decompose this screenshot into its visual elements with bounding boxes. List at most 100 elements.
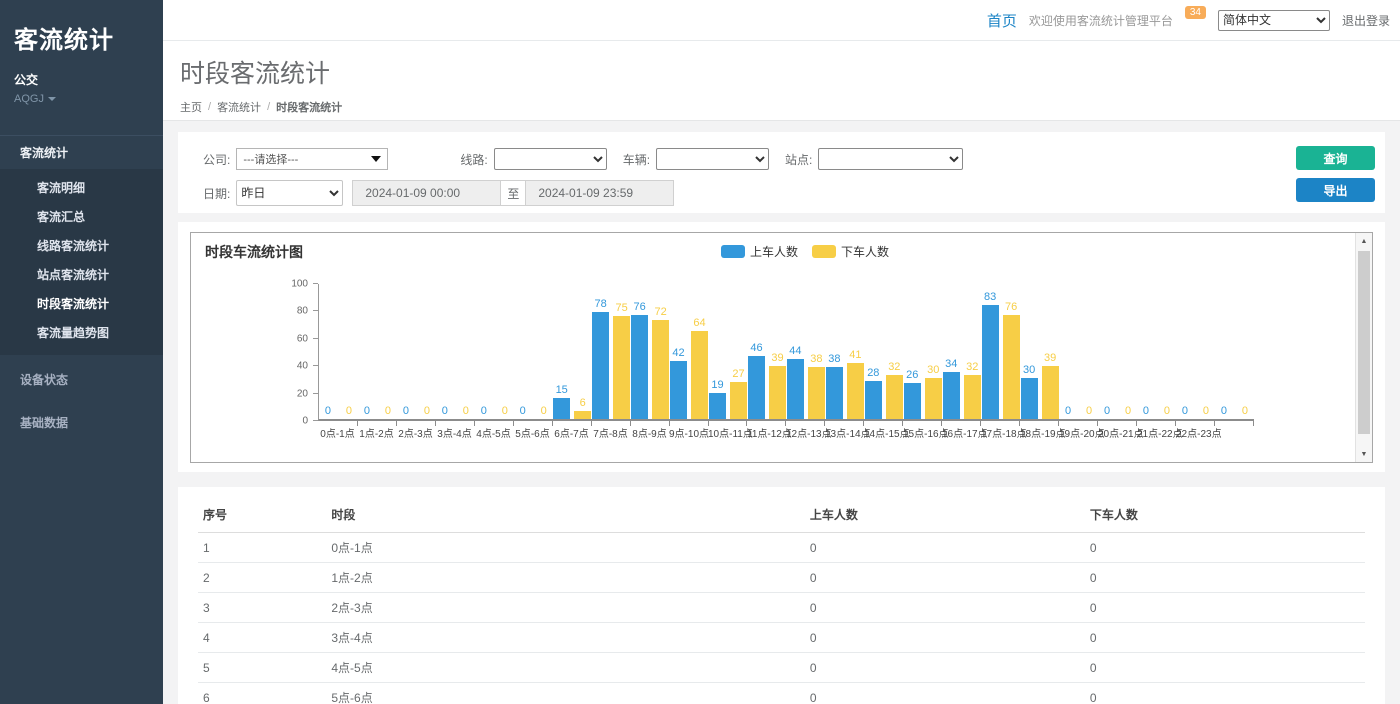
breadcrumb-current: 时段客流统计 — [276, 99, 342, 115]
breadcrumb: 主页 / 客流统计 / 时段客流统计 — [180, 99, 1400, 115]
bar-value-label: 0 — [385, 405, 391, 418]
bar — [808, 367, 825, 419]
x-tick-mark — [474, 421, 475, 426]
breadcrumb-home[interactable]: 主页 — [180, 99, 202, 115]
x-axis-labels: 0点-1点1点-2点2点-3点3点-4点4点-5点5点-6点6点-7点7点-8点… — [318, 425, 1254, 440]
bar-group: 00 — [436, 282, 475, 419]
sidebar-item-passenger-stats[interactable]: 客流统计 — [0, 136, 163, 169]
table-cell: 0 — [1085, 683, 1365, 704]
x-tick-mark — [941, 421, 942, 426]
scroll-up-icon[interactable]: ▲ — [1356, 233, 1372, 249]
bar-value-label: 0 — [1182, 405, 1188, 418]
sidebar-other-items: 设备状态基础数据 — [0, 361, 163, 441]
query-button[interactable]: 查询 — [1296, 146, 1375, 170]
x-tick-mark — [863, 421, 864, 426]
chart-box: 时段车流统计图 上车人数 下车人数 020406080100 000000000… — [190, 232, 1373, 463]
table-cell: 1 — [198, 533, 326, 563]
table-cell: 2 — [198, 563, 326, 593]
sidebar-subitem[interactable]: 客流量趋势图 — [0, 318, 163, 347]
bar-group: 3841 — [825, 282, 864, 419]
bar-value-label: 0 — [1125, 405, 1131, 418]
table-cell: 0 — [1085, 563, 1365, 593]
logout-link[interactable]: 退出登录 — [1342, 12, 1390, 29]
bar-value-label: 76 — [1005, 301, 1017, 314]
bar-value-label: 0 — [1065, 405, 1071, 418]
table-cell: 4 — [198, 623, 326, 653]
col-header-boarding: 上车人数 — [805, 499, 1085, 533]
sidebar-subitem[interactable]: 客流汇总 — [0, 202, 163, 231]
table-panel: 序号 时段 上车人数 下车人数 10点-1点0021点-2点0032点-3点00… — [178, 487, 1385, 704]
bar — [847, 363, 864, 419]
sidebar-subitem[interactable]: 时段客流统计 — [0, 289, 163, 318]
scrollbar-thumb[interactable] — [1358, 251, 1370, 434]
sidebar-subitem[interactable]: 站点客流统计 — [0, 260, 163, 289]
home-link[interactable]: 首页 — [987, 10, 1017, 31]
table-cell: 0 — [805, 653, 1085, 683]
bar — [631, 315, 648, 419]
line-select[interactable] — [494, 148, 607, 170]
sidebar-subitem[interactable]: 线路客流统计 — [0, 231, 163, 260]
bar-value-label: 44 — [789, 345, 801, 358]
bar-value-label: 75 — [616, 302, 628, 315]
table-cell: 0点-1点 — [326, 533, 804, 563]
company-select[interactable]: ---请选择--- — [236, 148, 388, 170]
table-cell: 0 — [805, 623, 1085, 653]
table-cell: 1点-2点 — [326, 563, 804, 593]
sidebar-item[interactable]: 设备状态 — [0, 361, 163, 398]
y-axis: 020406080100 — [191, 284, 318, 421]
bar — [592, 312, 609, 419]
x-axis-label: 18点-19点 — [1020, 425, 1059, 440]
bar — [553, 398, 570, 419]
bar-group: 4438 — [786, 282, 825, 419]
sidebar: 客流统计 公交 AQGJ 客流统计 客流明细客流汇总线路客流统计站点客流统计时段… — [0, 0, 163, 704]
table-cell: 4点-5点 — [326, 653, 804, 683]
station-select[interactable] — [818, 148, 963, 170]
y-tick-label: 20 — [297, 388, 308, 399]
table-cell: 0 — [805, 533, 1085, 563]
breadcrumb-passenger-stats[interactable]: 客流统计 — [217, 99, 261, 115]
y-tick-label: 40 — [297, 361, 308, 372]
bar-group: 00 — [1098, 282, 1137, 419]
legend-item-boarding[interactable]: 上车人数 — [721, 243, 798, 260]
page-title: 时段客流统计 — [180, 54, 1400, 90]
table-cell: 6 — [198, 683, 326, 704]
date-to-input[interactable] — [526, 181, 673, 205]
scroll-down-icon[interactable]: ▼ — [1356, 446, 1372, 462]
table-row: 10点-1点00 — [198, 533, 1365, 563]
chart-panel: 时段车流统计图 上车人数 下车人数 020406080100 000000000… — [178, 222, 1385, 472]
bar-value-label: 0 — [346, 405, 352, 418]
bar-group: 00 — [358, 282, 397, 419]
bar-value-label: 0 — [403, 405, 409, 418]
sidebar-item[interactable]: 基础数据 — [0, 404, 163, 441]
x-tick-mark — [357, 421, 358, 426]
legend-item-alighting[interactable]: 下车人数 — [812, 243, 889, 260]
bar-value-label: 0 — [1203, 405, 1209, 418]
date-preset-select[interactable]: 昨日 — [236, 180, 343, 206]
user-menu[interactable]: AQGJ — [0, 88, 163, 105]
bar-group: 00 — [1176, 282, 1215, 419]
bar-value-label: 34 — [945, 358, 957, 371]
app-title: 客流统计 — [14, 20, 163, 55]
bar-value-label: 39 — [771, 352, 783, 365]
bar — [1021, 378, 1038, 419]
welcome-text: 欢迎使用客流统计管理平台 — [1029, 12, 1173, 29]
bar-group: 00 — [319, 282, 358, 419]
bar-group: 2832 — [864, 282, 903, 419]
x-tick-mark — [1214, 421, 1215, 426]
bar-value-label: 15 — [556, 384, 568, 397]
x-axis-label: 22点-23点 — [1176, 425, 1215, 440]
stats-table: 序号 时段 上车人数 下车人数 10点-1点0021点-2点0032点-3点00… — [198, 499, 1365, 704]
bar-value-label: 30 — [1023, 364, 1035, 377]
export-button[interactable]: 导出 — [1296, 178, 1375, 202]
language-select[interactable]: 简体中文 — [1218, 10, 1330, 31]
bar-value-label: 78 — [595, 298, 607, 311]
x-tick-mark — [746, 421, 747, 426]
vehicle-select[interactable] — [656, 148, 769, 170]
bar-value-label: 76 — [633, 301, 645, 314]
chart-vertical-scrollbar[interactable]: ▲ ▼ — [1355, 233, 1372, 462]
sidebar-subitem[interactable]: 客流明细 — [0, 173, 163, 202]
date-from-input[interactable] — [353, 181, 500, 205]
x-axis-label: 11点-12点 — [747, 425, 786, 440]
x-tick-mark — [824, 421, 825, 426]
bar-value-label: 0 — [325, 405, 331, 418]
